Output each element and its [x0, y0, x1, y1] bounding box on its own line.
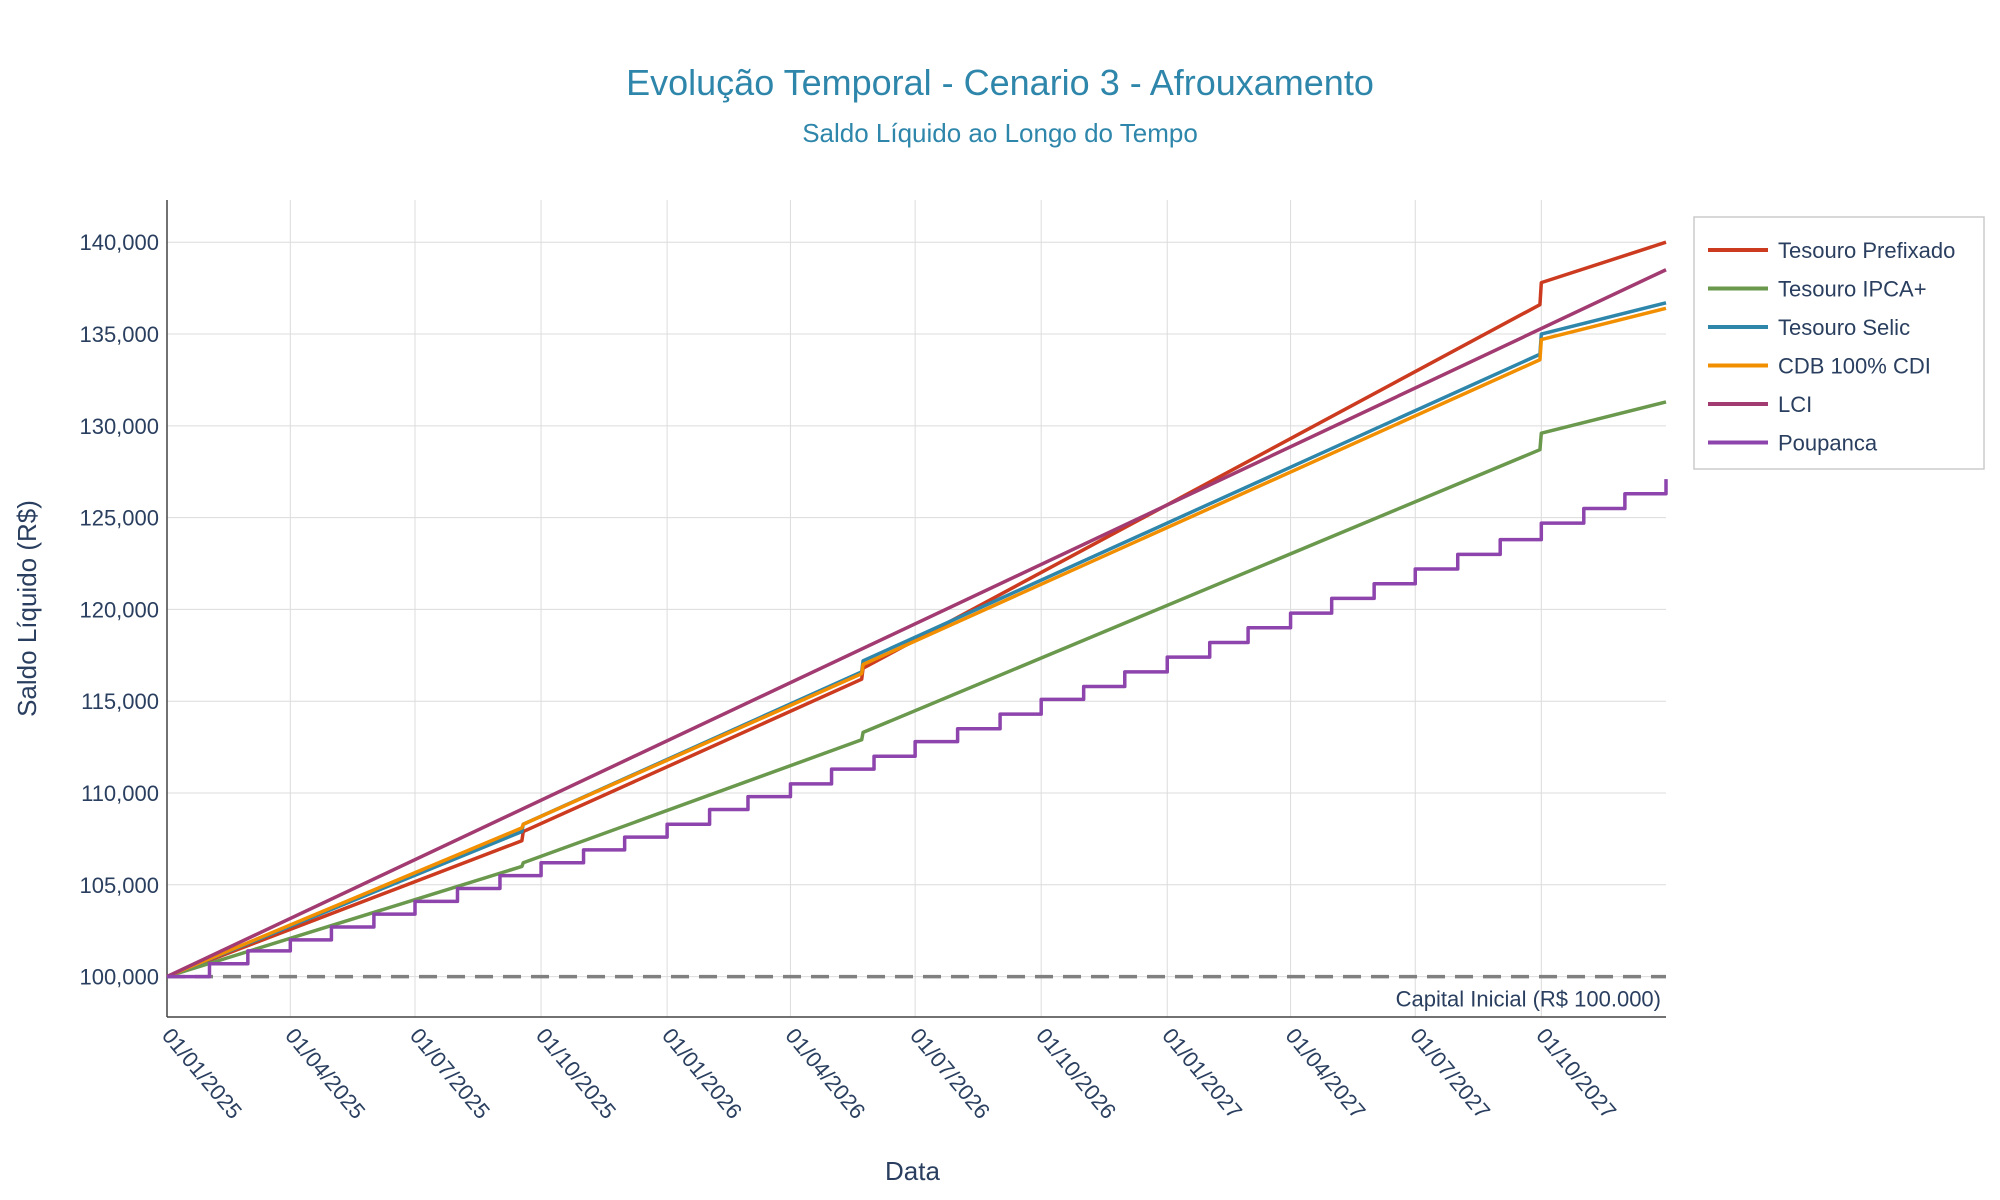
y-tick-label: 100,000	[79, 965, 159, 990]
series-line-lci	[166, 268, 1667, 979]
x-tick-label: 01/10/2027	[1531, 1023, 1621, 1123]
x-tick-label: 01/04/2025	[280, 1023, 370, 1123]
x-axis-title: Data	[885, 1156, 940, 1186]
y-tick-label: 110,000	[81, 781, 159, 806]
y-tick-label: 105,000	[79, 873, 159, 898]
legend-label: CDB 100% CDI	[1778, 354, 1931, 379]
chart-title: Evolução Temporal - Cenario 3 - Afrouxam…	[626, 62, 1374, 103]
series-line-tesouro-ipca-	[166, 400, 1667, 979]
legend-label: Tesouro Selic	[1778, 315, 1910, 340]
legend-label: LCI	[1778, 392, 1812, 417]
legend-box	[1693, 216, 1985, 470]
x-tick-label: 01/04/2026	[780, 1023, 870, 1123]
y-tick-label: 125,000	[79, 506, 159, 531]
legend-label: Poupanca	[1778, 431, 1878, 456]
series-line-poupanca	[167, 479, 1668, 979]
x-tick-label: 01/01/2027	[1157, 1023, 1247, 1123]
y-tick-label: 115,000	[81, 689, 159, 714]
x-tick-label: 01/01/2025	[157, 1023, 247, 1123]
legend-label: Tesouro Prefixado	[1778, 238, 1955, 263]
y-tick-label: 130,000	[79, 414, 159, 439]
legend-label: Tesouro IPCA+	[1778, 277, 1927, 302]
x-tick-label: 01/07/2027	[1405, 1023, 1495, 1123]
x-tick-label: 01/07/2025	[405, 1023, 495, 1123]
chart-subtitle: Saldo Líquido ao Longo do Tempo	[802, 118, 1198, 148]
x-tick-label: 01/10/2026	[1031, 1023, 1121, 1123]
x-tick-label: 01/01/2026	[657, 1023, 747, 1123]
x-tick-label: 01/04/2027	[1281, 1023, 1371, 1123]
x-tick-label: 01/07/2026	[905, 1023, 995, 1123]
y-tick-label: 135,000	[79, 322, 159, 347]
y-tick-label: 140,000	[79, 230, 159, 255]
x-tick-label: 01/10/2025	[531, 1023, 621, 1123]
y-axis-title: Saldo Líquido (R$)	[12, 500, 42, 717]
reference-line-label: Capital Inicial (R$ 100.000)	[1396, 987, 1661, 1012]
series-line-cdb-100-cdi	[166, 306, 1667, 979]
y-tick-label: 120,000	[79, 597, 159, 622]
